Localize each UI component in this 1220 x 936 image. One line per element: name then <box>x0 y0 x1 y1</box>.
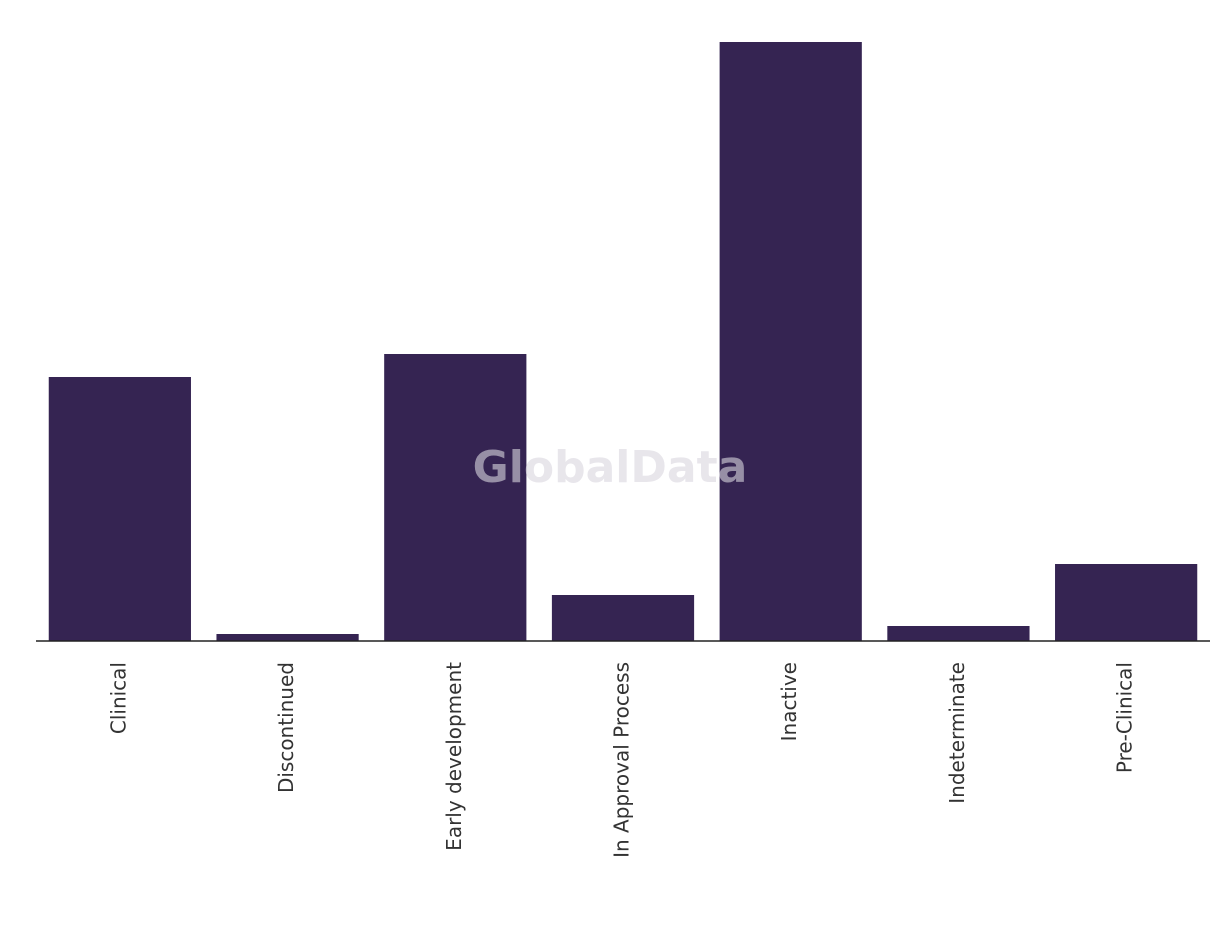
bar <box>719 42 862 641</box>
x-tick-label: Pre-Clinical <box>1113 662 1137 773</box>
x-tick-label: Inactive <box>777 662 801 741</box>
x-tick-label: Indeterminate <box>945 662 969 804</box>
bar <box>384 354 527 641</box>
x-tick-label: In Approval Process <box>610 662 634 858</box>
bar <box>887 626 1030 641</box>
bar <box>216 634 359 641</box>
x-tick-label: Clinical <box>106 662 130 734</box>
x-tick-label: Early development <box>442 662 466 851</box>
bar <box>551 595 695 641</box>
bar <box>48 377 191 641</box>
x-tick-label: Discontinued <box>274 662 298 793</box>
bar <box>1055 564 1198 641</box>
watermark: GlobalData <box>473 442 748 493</box>
